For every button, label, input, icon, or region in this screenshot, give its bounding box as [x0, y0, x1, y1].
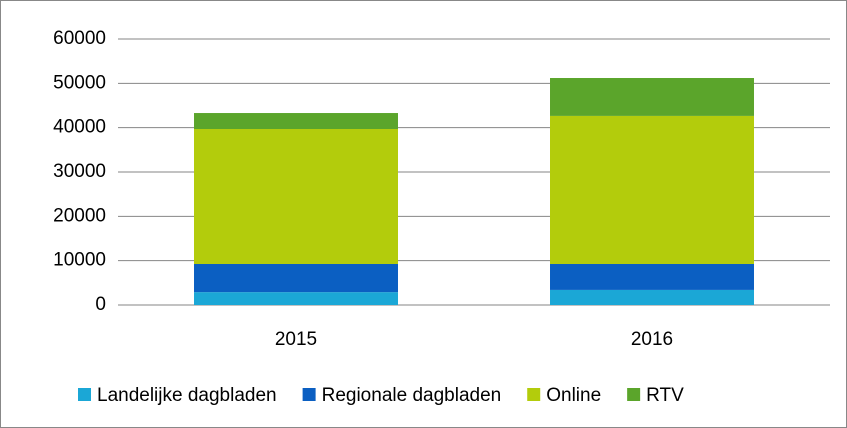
bar-segment: [550, 289, 754, 305]
y-tick-label: 10000: [53, 250, 106, 271]
y-tick-label: 40000: [53, 117, 106, 138]
y-tick-label: 0: [95, 294, 106, 315]
bar-segment: [550, 78, 754, 116]
legend-swatch: [302, 388, 316, 401]
legend-swatch: [527, 388, 541, 401]
bar-segment: [194, 128, 398, 264]
x-tick-label: 2015: [275, 329, 317, 350]
legend-label: Regionale dagbladen: [322, 385, 502, 406]
legend-label: RTV: [646, 385, 684, 406]
bar-segment: [550, 115, 754, 264]
y-tick-label: 20000: [53, 205, 106, 226]
legend-swatch: [78, 388, 91, 401]
bar-segment: [550, 263, 754, 290]
y-tick-label: 50000: [53, 72, 106, 93]
x-tick-label: 2016: [631, 329, 673, 350]
bar-segment: [194, 263, 398, 293]
y-tick-label: 60000: [53, 28, 106, 49]
y-tick-label: 30000: [53, 161, 106, 182]
legend-label: Online: [546, 385, 601, 406]
bar-segment: [194, 292, 398, 305]
legend-label: Landelijke dagbladen: [97, 385, 277, 406]
bar-segment: [194, 113, 398, 129]
legend-swatch: [627, 388, 641, 401]
